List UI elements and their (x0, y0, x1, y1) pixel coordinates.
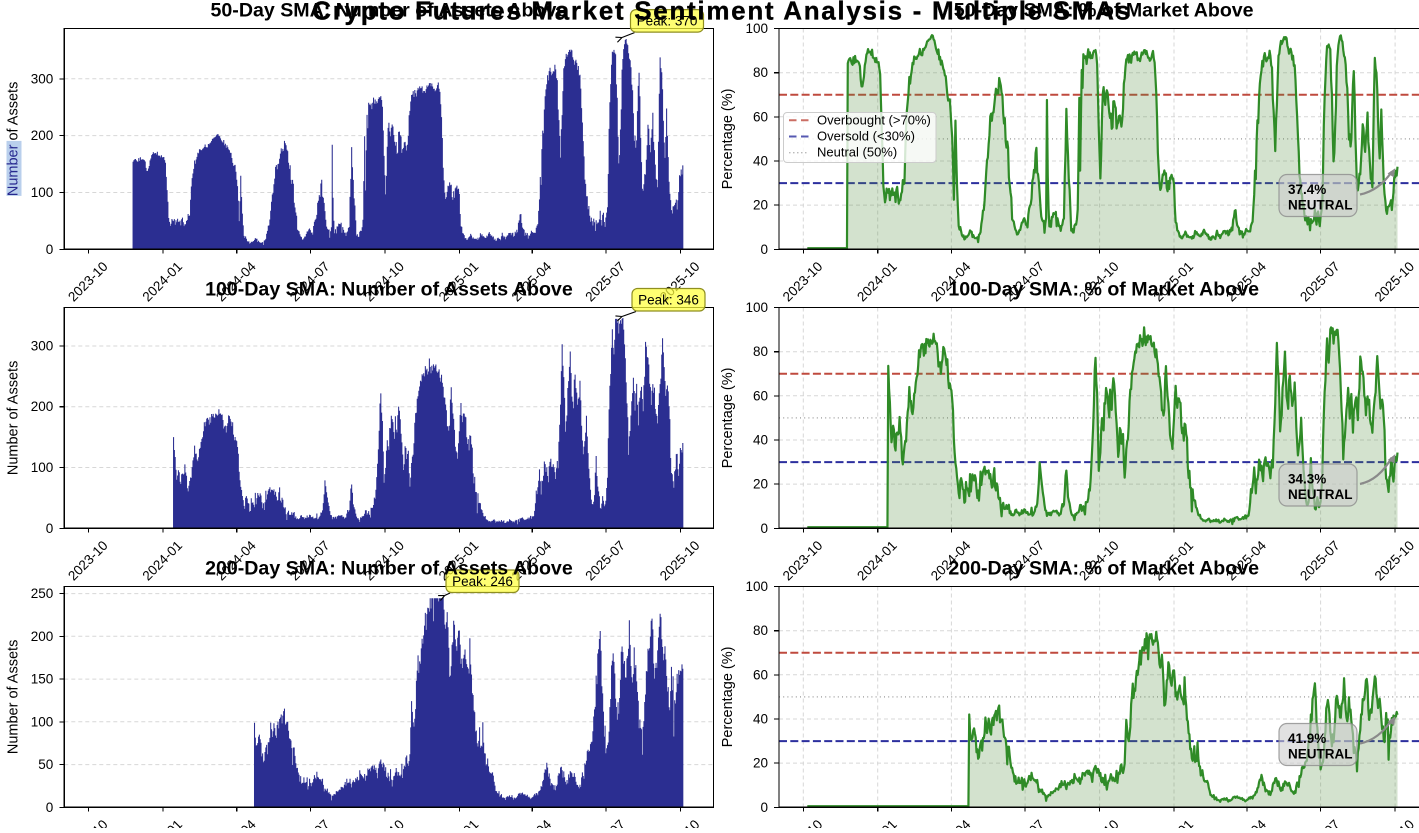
svg-text:100: 100 (31, 460, 54, 475)
svg-text:NEUTRAL: NEUTRAL (1288, 198, 1353, 213)
svg-text:80: 80 (753, 623, 768, 638)
svg-text:Number of Assets: Number of Assets (6, 640, 22, 754)
svg-text:250: 250 (31, 586, 54, 601)
svg-text:60: 60 (753, 667, 768, 682)
svg-text:100: 100 (31, 185, 54, 200)
svg-text:Percentage (%): Percentage (%) (720, 647, 736, 748)
svg-text:80: 80 (753, 65, 768, 80)
svg-text:100-Day SMA: % of Market Above: 100-Day SMA: % of Market Above (948, 279, 1259, 301)
svg-text:200-Day SMA: % of Market Above: 200-Day SMA: % of Market Above (948, 558, 1259, 580)
svg-text:150: 150 (31, 672, 54, 687)
svg-text:300: 300 (31, 339, 54, 354)
svg-text:0: 0 (760, 521, 768, 536)
svg-text:Peak: 370: Peak: 370 (637, 14, 698, 29)
svg-text:Percentage (%): Percentage (%) (720, 89, 736, 190)
svg-text:Percentage (%): Percentage (%) (720, 368, 736, 469)
svg-text:40: 40 (753, 154, 768, 169)
svg-text:0: 0 (46, 242, 54, 257)
svg-text:80: 80 (753, 344, 768, 359)
svg-text:Number of Assets: Number of Assets (6, 82, 22, 196)
svg-text:20: 20 (753, 198, 768, 213)
svg-text:200: 200 (31, 128, 54, 143)
svg-text:0: 0 (760, 242, 768, 257)
svg-text:40: 40 (753, 712, 768, 727)
svg-text:NEUTRAL: NEUTRAL (1288, 747, 1353, 762)
svg-text:100: 100 (745, 579, 768, 594)
svg-text:Neutral (50%): Neutral (50%) (817, 145, 897, 160)
svg-text:0: 0 (46, 521, 54, 536)
svg-text:Peak: 246: Peak: 246 (452, 574, 513, 589)
svg-text:100: 100 (31, 714, 54, 729)
svg-text:200: 200 (31, 399, 54, 414)
svg-text:Crypto Futures Market Sentimen: Crypto Futures Market Sentiment Analysis… (312, 0, 1131, 26)
svg-text:200: 200 (31, 629, 54, 644)
svg-text:50-Day SMA: % of Market Above: 50-Day SMA: % of Market Above (954, 0, 1254, 22)
svg-text:Peak: 346: Peak: 346 (638, 293, 699, 308)
svg-text:Oversold (<30%): Oversold (<30%) (817, 129, 915, 144)
svg-text:200-Day SMA: Number of Assets: 200-Day SMA: Number of Assets Above (205, 558, 573, 580)
svg-text:34.3%: 34.3% (1288, 472, 1326, 487)
svg-text:300: 300 (31, 71, 54, 86)
svg-text:60: 60 (753, 109, 768, 124)
svg-text:0: 0 (46, 800, 54, 815)
svg-text:50: 50 (38, 757, 53, 772)
svg-text:100: 100 (745, 300, 768, 315)
svg-text:20: 20 (753, 756, 768, 771)
svg-text:40: 40 (753, 433, 768, 448)
svg-text:100-Day SMA: Number of Assets: 100-Day SMA: Number of Assets Above (205, 279, 573, 301)
svg-text:Number of Assets: Number of Assets (6, 361, 22, 475)
svg-text:0: 0 (760, 800, 768, 815)
svg-text:20: 20 (753, 477, 768, 492)
svg-text:Overbought (>70%): Overbought (>70%) (817, 112, 931, 127)
svg-text:37.4%: 37.4% (1288, 182, 1326, 197)
svg-text:50-Day SMA: Number of Assets A: 50-Day SMA: Number of Assets Above (211, 0, 568, 22)
svg-text:100: 100 (745, 21, 768, 36)
svg-text:41.9%: 41.9% (1288, 731, 1326, 746)
svg-text:60: 60 (753, 388, 768, 403)
svg-text:NEUTRAL: NEUTRAL (1288, 487, 1353, 502)
